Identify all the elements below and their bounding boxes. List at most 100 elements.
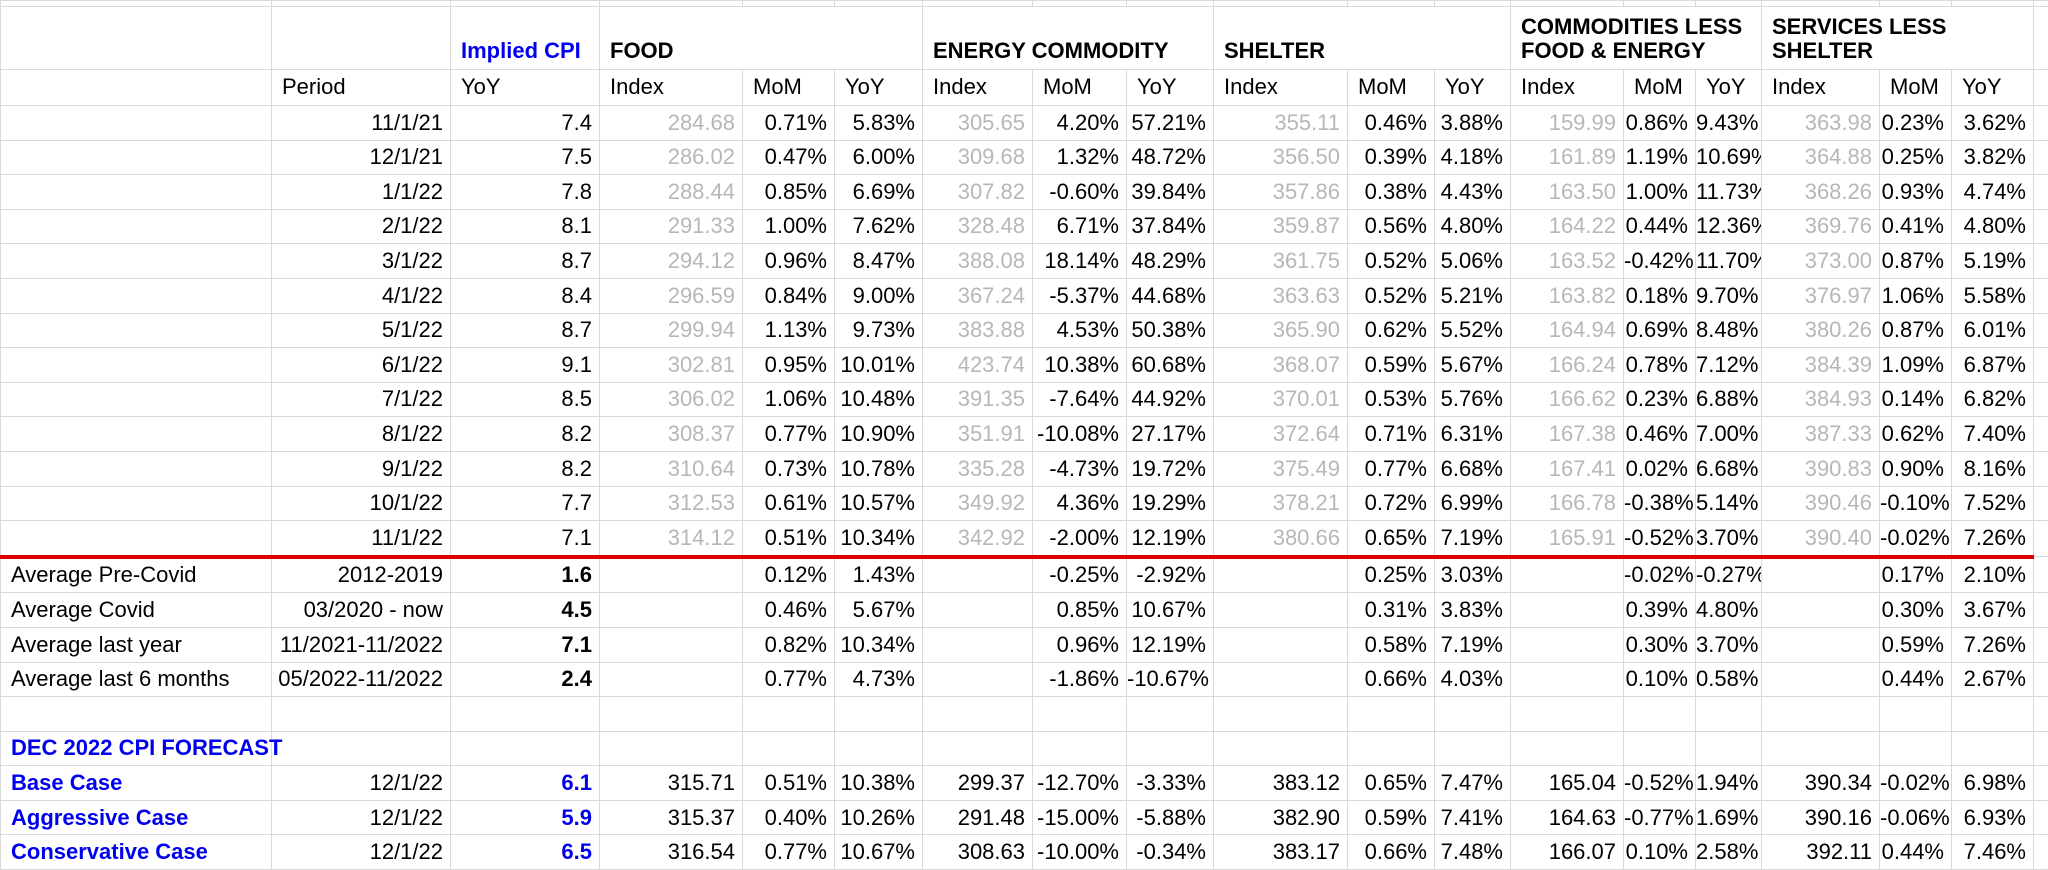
cell-implied-yoy-r16[interactable]: 2.4 xyxy=(451,662,600,697)
cell-services-index-r5[interactable]: 376.97 xyxy=(1762,278,1880,313)
cell-period-r6[interactable]: 5/1/22 xyxy=(272,313,451,348)
cell-food-index-r1[interactable]: 286.02 xyxy=(600,140,743,175)
cell-food-mom-r21[interactable]: 0.77% xyxy=(743,835,835,870)
cell-commodities-mom-r21[interactable]: 0.10% xyxy=(1624,835,1696,870)
cell-energy-mom-r4[interactable]: 18.14% xyxy=(1033,244,1127,279)
cell-blank[interactable] xyxy=(1,70,272,106)
cell-blank[interactable] xyxy=(2034,348,2048,383)
cell-implied-yoy-r6[interactable]: 8.7 xyxy=(451,313,600,348)
cell-services-index-r6[interactable]: 380.26 xyxy=(1762,313,1880,348)
cell-blank[interactable] xyxy=(2034,521,2048,557)
cell-energy-yoy-r0[interactable]: 57.21% xyxy=(1127,106,1214,141)
cell-implied-yoy-r2[interactable]: 7.8 xyxy=(451,175,600,210)
cell-blank[interactable] xyxy=(600,662,743,697)
cell-blank[interactable] xyxy=(1,451,272,486)
cell-commodities-yoy-r14[interactable]: 4.80% xyxy=(1696,593,1762,628)
cell-food-yoy-r20[interactable]: 10.26% xyxy=(835,800,923,835)
cell-energy-yoy-r14[interactable]: 10.67% xyxy=(1127,593,1214,628)
cell-shelter-mom-r7[interactable]: 0.59% xyxy=(1348,348,1435,383)
cell-blank[interactable] xyxy=(923,627,1033,662)
cell-energy-yoy-r10[interactable]: 19.72% xyxy=(1127,451,1214,486)
cell-shelter-mom-r6[interactable]: 0.62% xyxy=(1348,313,1435,348)
cell-shelter-index-r6[interactable]: 365.90 xyxy=(1214,313,1348,348)
cell-energy-yoy-r20[interactable]: -5.88% xyxy=(1127,800,1214,835)
cell-shelter-yoy-r4[interactable]: 5.06% xyxy=(1435,244,1511,279)
cell-food-mom-r15[interactable]: 0.82% xyxy=(743,627,835,662)
cell-blank[interactable] xyxy=(1214,557,1348,593)
cell-commodities-yoy-r2[interactable]: 11.73% xyxy=(1696,175,1762,210)
cell-shelter-yoy-r3[interactable]: 4.80% xyxy=(1435,209,1511,244)
cell-energy-index-r2[interactable]: 307.82 xyxy=(923,175,1033,210)
cell-energy-yoy-r21[interactable]: -0.34% xyxy=(1127,835,1214,870)
cell-blank[interactable] xyxy=(1511,627,1624,662)
cell-commodities-yoy-r3[interactable]: 12.36% xyxy=(1696,209,1762,244)
cell-shelter-yoy-r10[interactable]: 6.68% xyxy=(1435,451,1511,486)
cell-implied-yoy-r1[interactable]: 7.5 xyxy=(451,140,600,175)
cell-blank[interactable] xyxy=(1,382,272,417)
cell-commodities-mom-r12[interactable]: -0.52% xyxy=(1624,521,1696,557)
cell-shelter-yoy-r21[interactable]: 7.48% xyxy=(1435,835,1511,870)
cell-commodities-index-r10[interactable]: 167.41 xyxy=(1511,451,1624,486)
cell-services-yoy-r6[interactable]: 6.01% xyxy=(1952,313,2034,348)
cell-energy-mom-r0[interactable]: 4.20% xyxy=(1033,106,1127,141)
cell-food-yoy-r0[interactable]: 5.83% xyxy=(835,106,923,141)
cell-food-yoy-r10[interactable]: 10.78% xyxy=(835,451,923,486)
cell-shelter-mom-r20[interactable]: 0.59% xyxy=(1348,800,1435,835)
cell-shelter-index-r20[interactable]: 382.90 xyxy=(1214,800,1348,835)
cell-food-index-r21[interactable]: 316.54 xyxy=(600,835,743,870)
cell-energy-yoy-r7[interactable]: 60.68% xyxy=(1127,348,1214,383)
cell-blank[interactable] xyxy=(2034,593,2048,628)
cell-blank[interactable] xyxy=(1127,697,1214,732)
cell-commodities-index-r12[interactable]: 165.91 xyxy=(1511,521,1624,557)
cell-services-mom-r16[interactable]: 0.44% xyxy=(1880,662,1952,697)
cell-shelter-index-r11[interactable]: 378.21 xyxy=(1214,486,1348,521)
cell-food-mom-r10[interactable]: 0.73% xyxy=(743,451,835,486)
cell-services-index-r21[interactable]: 392.11 xyxy=(1762,835,1880,870)
cell-shelter-mom-r1[interactable]: 0.39% xyxy=(1348,140,1435,175)
cell-food-mom-r19[interactable]: 0.51% xyxy=(743,766,835,801)
cell-energy-index-r8[interactable]: 391.35 xyxy=(923,382,1033,417)
cell-commodities-mom-r10[interactable]: 0.02% xyxy=(1624,451,1696,486)
cell-commodities-index-r21[interactable]: 166.07 xyxy=(1511,835,1624,870)
column-header-food-mom[interactable]: MoM xyxy=(743,70,835,106)
cell-shelter-yoy-r0[interactable]: 3.88% xyxy=(1435,106,1511,141)
cell-energy-yoy-r4[interactable]: 48.29% xyxy=(1127,244,1214,279)
cell-commodities-yoy-r6[interactable]: 8.48% xyxy=(1696,313,1762,348)
cell-food-index-r9[interactable]: 308.37 xyxy=(600,417,743,452)
cell-energy-yoy-r16[interactable]: -10.67% xyxy=(1127,662,1214,697)
cell-shelter-mom-r10[interactable]: 0.77% xyxy=(1348,451,1435,486)
cell-services-mom-r4[interactable]: 0.87% xyxy=(1880,244,1952,279)
cell-commodities-yoy-r19[interactable]: 1.94% xyxy=(1696,766,1762,801)
cell-commodities-index-r5[interactable]: 163.82 xyxy=(1511,278,1624,313)
cell-shelter-mom-r8[interactable]: 0.53% xyxy=(1348,382,1435,417)
column-header-food-index[interactable]: Index xyxy=(600,70,743,106)
cell-shelter-index-r12[interactable]: 380.66 xyxy=(1214,521,1348,557)
cell-energy-mom-r21[interactable]: -10.00% xyxy=(1033,835,1127,870)
group-header-implied-cpi[interactable]: Implied CPI xyxy=(451,7,600,70)
cell-commodities-mom-r8[interactable]: 0.23% xyxy=(1624,382,1696,417)
cell-period-r10[interactable]: 9/1/22 xyxy=(272,451,451,486)
cell-services-yoy-r13[interactable]: 2.10% xyxy=(1952,557,2034,593)
cell-blank[interactable] xyxy=(600,593,743,628)
cell-blank[interactable] xyxy=(2034,835,2048,870)
cell-implied-yoy-r19[interactable]: 6.1 xyxy=(451,766,600,801)
cell-food-yoy-r6[interactable]: 9.73% xyxy=(835,313,923,348)
cell-shelter-mom-r19[interactable]: 0.65% xyxy=(1348,766,1435,801)
cell-blank[interactable] xyxy=(923,593,1033,628)
cell-shelter-mom-r0[interactable]: 0.46% xyxy=(1348,106,1435,141)
cell-commodities-yoy-r7[interactable]: 7.12% xyxy=(1696,348,1762,383)
cell-commodities-mom-r6[interactable]: 0.69% xyxy=(1624,313,1696,348)
cell-services-mom-r7[interactable]: 1.09% xyxy=(1880,348,1952,383)
cell-food-mom-r12[interactable]: 0.51% xyxy=(743,521,835,557)
cell-blank[interactable] xyxy=(2034,106,2048,141)
cell-period-r21[interactable]: 12/1/22 xyxy=(272,835,451,870)
cell-services-mom-r0[interactable]: 0.23% xyxy=(1880,106,1952,141)
cell-services-yoy-r0[interactable]: 3.62% xyxy=(1952,106,2034,141)
cell-implied-yoy-r15[interactable]: 7.1 xyxy=(451,627,600,662)
cell-shelter-mom-r16[interactable]: 0.66% xyxy=(1348,662,1435,697)
cell-food-mom-r11[interactable]: 0.61% xyxy=(743,486,835,521)
cell-blank[interactable] xyxy=(272,7,451,70)
cell-services-index-r3[interactable]: 369.76 xyxy=(1762,209,1880,244)
cell-services-mom-r13[interactable]: 0.17% xyxy=(1880,557,1952,593)
cell-food-yoy-r12[interactable]: 10.34% xyxy=(835,521,923,557)
